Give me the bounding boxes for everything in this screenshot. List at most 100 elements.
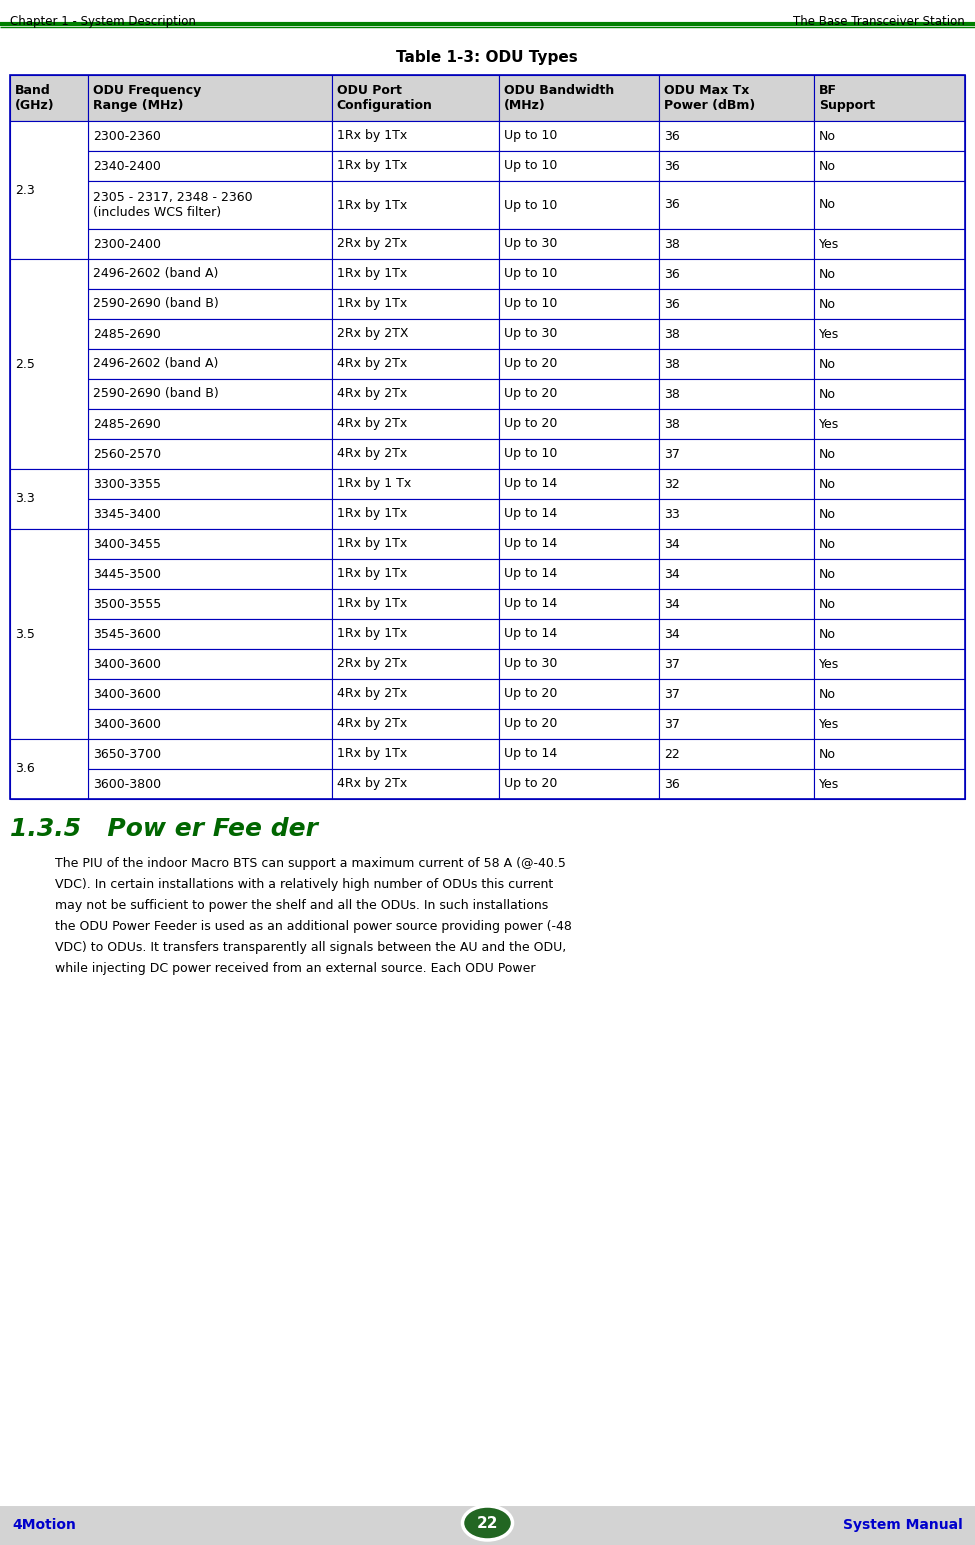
- Bar: [332, 409, 499, 439]
- Bar: [814, 76, 965, 121]
- Text: 32: 32: [664, 477, 681, 490]
- Ellipse shape: [462, 1506, 513, 1540]
- Text: Table 1-3: ODU Types: Table 1-3: ODU Types: [396, 49, 578, 65]
- Text: 3600-3800: 3600-3800: [94, 777, 162, 791]
- Text: 36: 36: [664, 130, 681, 142]
- Text: 36: 36: [664, 159, 681, 173]
- Bar: [499, 76, 659, 121]
- Text: 2Rx by 2TX: 2Rx by 2TX: [336, 328, 409, 340]
- Bar: [814, 181, 965, 229]
- Bar: [814, 289, 965, 318]
- Text: 33: 33: [664, 507, 681, 521]
- Bar: [10, 121, 89, 260]
- Text: 1Rx by 1Tx: 1Rx by 1Tx: [336, 567, 408, 581]
- Bar: [332, 260, 499, 289]
- Text: 34: 34: [664, 567, 681, 581]
- Bar: [814, 439, 965, 470]
- Text: Up to 20: Up to 20: [504, 688, 558, 700]
- Bar: [814, 260, 965, 289]
- Text: Yes: Yes: [819, 238, 839, 250]
- Text: System Manual: System Manual: [843, 1519, 963, 1533]
- Bar: [659, 349, 814, 379]
- Text: No: No: [819, 688, 837, 700]
- Text: Chapter 1 - System Description: Chapter 1 - System Description: [10, 15, 196, 28]
- Bar: [332, 229, 499, 260]
- Bar: [814, 151, 965, 181]
- Text: No: No: [819, 388, 837, 400]
- Text: Up to 14: Up to 14: [504, 598, 557, 610]
- Text: 34: 34: [664, 538, 681, 550]
- Text: 2Rx by 2Tx: 2Rx by 2Tx: [336, 238, 408, 250]
- Text: 3650-3700: 3650-3700: [94, 748, 162, 760]
- Bar: [659, 76, 814, 121]
- Text: 36: 36: [664, 777, 681, 791]
- Text: 1Rx by 1Tx: 1Rx by 1Tx: [336, 130, 408, 142]
- Bar: [89, 470, 332, 499]
- Text: 3400-3455: 3400-3455: [94, 538, 161, 550]
- Bar: [499, 678, 659, 709]
- Text: 4Rx by 2Tx: 4Rx by 2Tx: [336, 388, 408, 400]
- Text: 4Rx by 2Tx: 4Rx by 2Tx: [336, 777, 408, 791]
- Bar: [89, 499, 332, 528]
- Text: Configuration: Configuration: [336, 99, 433, 111]
- Bar: [659, 528, 814, 559]
- Bar: [659, 769, 814, 799]
- Text: 1Rx by 1 Tx: 1Rx by 1 Tx: [336, 477, 411, 490]
- Text: 1.3.5   Pow er Fee der: 1.3.5 Pow er Fee der: [10, 817, 318, 840]
- Bar: [89, 739, 332, 769]
- Text: 2496-2602 (band A): 2496-2602 (band A): [94, 267, 218, 281]
- Text: 38: 38: [664, 328, 681, 340]
- Text: 2590-2690 (band B): 2590-2690 (band B): [94, 388, 219, 400]
- Text: ODU Frequency: ODU Frequency: [94, 85, 202, 97]
- Text: 34: 34: [664, 598, 681, 610]
- Text: 38: 38: [664, 388, 681, 400]
- Bar: [659, 121, 814, 151]
- Bar: [814, 589, 965, 620]
- Bar: [814, 409, 965, 439]
- Text: Up to 14: Up to 14: [504, 538, 557, 550]
- Bar: [332, 709, 499, 739]
- Bar: [10, 76, 965, 799]
- Bar: [332, 739, 499, 769]
- Text: 1Rx by 1Tx: 1Rx by 1Tx: [336, 198, 408, 212]
- Text: 34: 34: [664, 627, 681, 641]
- Text: (includes WCS filter): (includes WCS filter): [94, 205, 221, 219]
- Text: BF: BF: [819, 85, 838, 97]
- Bar: [659, 409, 814, 439]
- Bar: [814, 559, 965, 589]
- Text: 2485-2690: 2485-2690: [94, 328, 161, 340]
- Text: 38: 38: [664, 238, 681, 250]
- Text: Up to 10: Up to 10: [504, 298, 558, 311]
- Text: ODU Max Tx: ODU Max Tx: [664, 85, 750, 97]
- Bar: [499, 379, 659, 409]
- Bar: [332, 528, 499, 559]
- Text: 1Rx by 1Tx: 1Rx by 1Tx: [336, 627, 408, 641]
- Text: while injecting DC power received from an external source. Each ODU Power: while injecting DC power received from a…: [55, 963, 535, 975]
- Bar: [89, 709, 332, 739]
- Bar: [10, 260, 89, 470]
- Bar: [499, 181, 659, 229]
- Bar: [332, 318, 499, 349]
- Text: 1Rx by 1Tx: 1Rx by 1Tx: [336, 598, 408, 610]
- Text: 22: 22: [664, 748, 681, 760]
- Text: 38: 38: [664, 357, 681, 371]
- Bar: [814, 318, 965, 349]
- Bar: [499, 229, 659, 260]
- Text: Range (MHz): Range (MHz): [94, 99, 184, 111]
- Text: Up to 10: Up to 10: [504, 267, 558, 281]
- Text: 37: 37: [664, 658, 681, 671]
- Text: Up to 14: Up to 14: [504, 477, 557, 490]
- Text: No: No: [819, 538, 837, 550]
- Text: Up to 14: Up to 14: [504, 567, 557, 581]
- Bar: [332, 620, 499, 649]
- Bar: [499, 439, 659, 470]
- Bar: [499, 769, 659, 799]
- Bar: [499, 499, 659, 528]
- Bar: [332, 439, 499, 470]
- Bar: [89, 649, 332, 678]
- Text: 3545-3600: 3545-3600: [94, 627, 161, 641]
- Bar: [814, 678, 965, 709]
- Bar: [499, 559, 659, 589]
- Text: 1Rx by 1Tx: 1Rx by 1Tx: [336, 159, 408, 173]
- Bar: [89, 151, 332, 181]
